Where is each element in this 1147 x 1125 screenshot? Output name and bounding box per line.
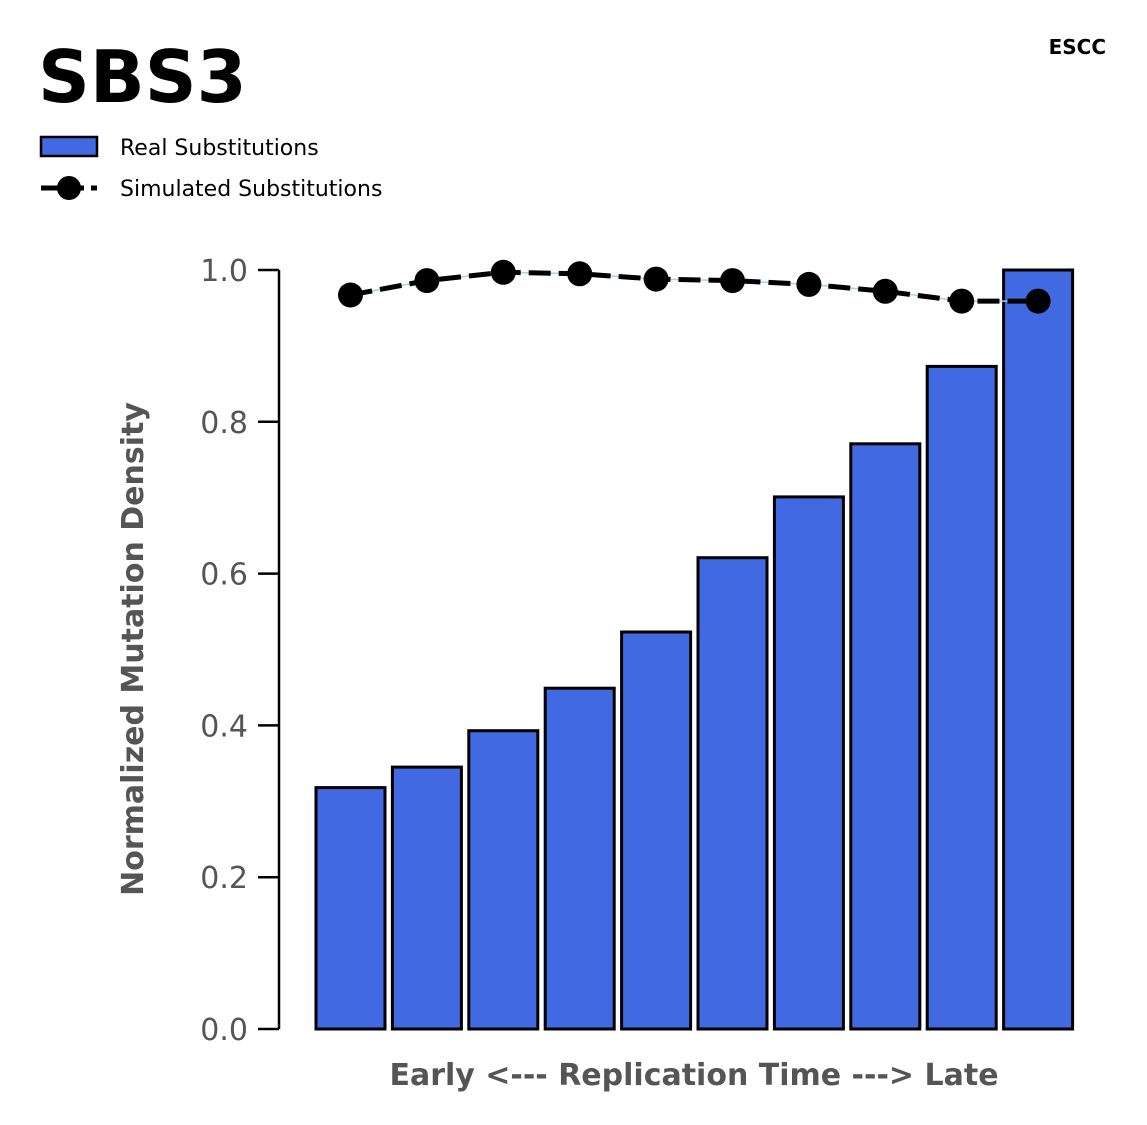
- legend-line-marker: [57, 176, 81, 200]
- legend-line-label: Simulated Substitutions: [120, 177, 382, 202]
- line-layer: [338, 259, 1051, 314]
- simulated-point-5: [643, 266, 669, 292]
- simulated-point-6: [720, 268, 745, 294]
- bar-5: [620, 630, 693, 1031]
- simulated-point-2: [414, 268, 440, 294]
- legend-bar-swatch: [39, 135, 99, 158]
- y-tick-label: 0.2: [200, 861, 248, 896]
- bar-4: [543, 686, 616, 1031]
- simulated-point-8: [872, 278, 898, 304]
- y-tick-label: 0.8: [200, 406, 248, 441]
- bar-6: [696, 556, 769, 1031]
- y-tick-label: 0.0: [200, 1013, 248, 1048]
- bar-2: [390, 765, 463, 1031]
- bar-3: [467, 729, 540, 1031]
- simulated-point-10: [1025, 288, 1051, 314]
- corner-label: ESCC: [1049, 35, 1106, 59]
- bar-1: [314, 786, 387, 1031]
- y-tick-label: 0.4: [200, 709, 248, 744]
- simulated-point-3: [490, 259, 516, 285]
- bar-7: [772, 495, 845, 1031]
- bar-9: [925, 364, 998, 1031]
- bar-10: [1002, 268, 1075, 1031]
- y-tick-label: 1.0: [200, 254, 248, 289]
- y-axis-label: Normalized Mutation Density: [116, 402, 151, 896]
- simulated-point-9: [949, 288, 975, 314]
- bar-8: [849, 442, 922, 1031]
- bars-layer: [314, 268, 1075, 1031]
- simulated-point-7: [796, 271, 822, 297]
- simulated-point-4: [567, 261, 593, 287]
- simulated-line: [350, 269, 1039, 304]
- legend-bar-label: Real Substitutions: [120, 136, 319, 161]
- simulated-point-1: [338, 282, 363, 308]
- y-ticks-layer: 0.0 0.2 0.4 0.6 0.8 1.0: [200, 254, 279, 1048]
- x-axis-label: Early <--- Replication Time ---> Late: [389, 1058, 998, 1093]
- legend: Real Substitutions Simulated Substitutio…: [39, 135, 382, 202]
- chart-title: SBS3: [38, 35, 247, 119]
- y-tick-label: 0.6: [200, 558, 248, 593]
